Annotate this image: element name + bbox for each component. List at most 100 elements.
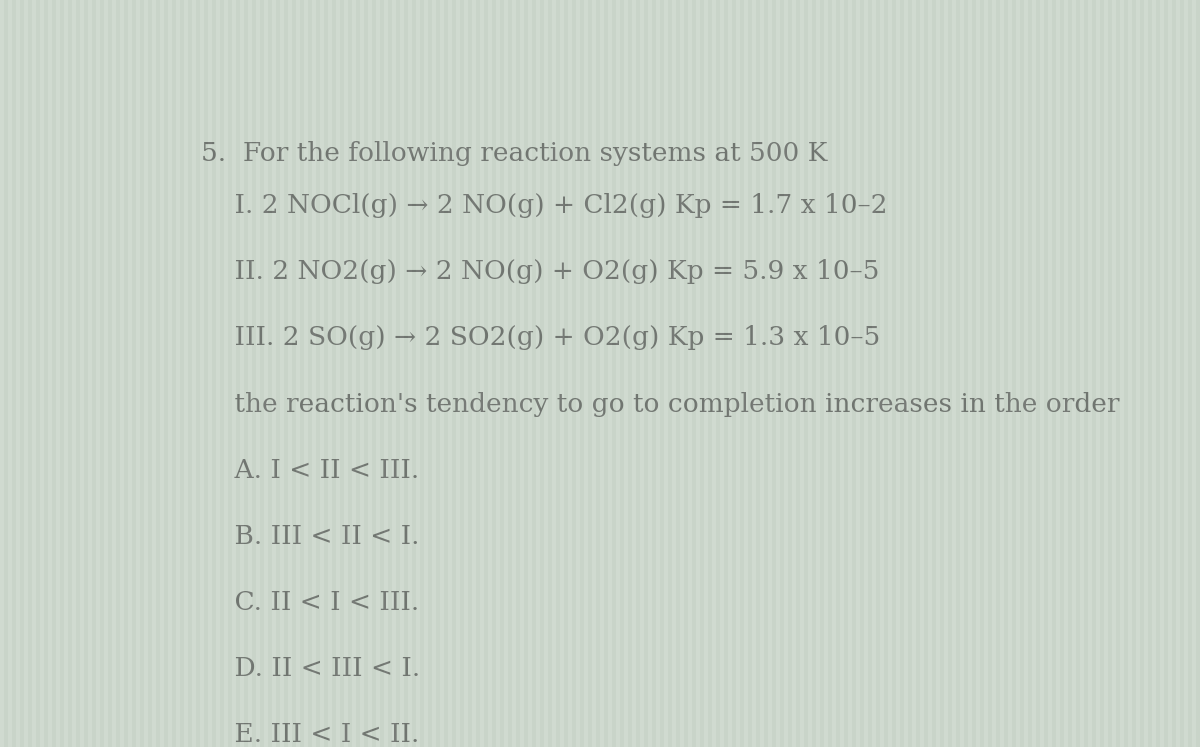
Bar xyxy=(1060,0,1064,747)
Bar xyxy=(588,0,592,747)
Bar xyxy=(756,0,760,747)
Bar xyxy=(996,0,1000,747)
Bar xyxy=(432,0,436,747)
Bar xyxy=(252,0,256,747)
Bar xyxy=(1016,0,1020,747)
Bar xyxy=(568,0,572,747)
Bar xyxy=(492,0,496,747)
Bar xyxy=(904,0,908,747)
Bar xyxy=(884,0,888,747)
Bar xyxy=(0,0,4,747)
Bar xyxy=(40,0,44,747)
Bar xyxy=(724,0,728,747)
Bar xyxy=(552,0,556,747)
Bar xyxy=(824,0,828,747)
Bar xyxy=(692,0,696,747)
Bar xyxy=(1064,0,1068,747)
Bar xyxy=(628,0,632,747)
Bar xyxy=(952,0,956,747)
Bar xyxy=(668,0,672,747)
Bar xyxy=(1008,0,1012,747)
Bar xyxy=(880,0,884,747)
Bar xyxy=(372,0,376,747)
Bar xyxy=(776,0,780,747)
Bar xyxy=(516,0,520,747)
Bar xyxy=(736,0,740,747)
Bar xyxy=(200,0,204,747)
Bar xyxy=(328,0,332,747)
Bar xyxy=(1040,0,1044,747)
Bar xyxy=(556,0,560,747)
Bar xyxy=(364,0,368,747)
Bar xyxy=(528,0,532,747)
Text: II. 2 NO2(g) → 2 NO(g) + O2(g) Kp = 5.9 x 10–5: II. 2 NO2(g) → 2 NO(g) + O2(g) Kp = 5.9 … xyxy=(202,259,880,285)
Bar xyxy=(484,0,488,747)
Bar xyxy=(636,0,640,747)
Bar xyxy=(664,0,668,747)
Bar xyxy=(592,0,596,747)
Bar xyxy=(108,0,112,747)
Bar xyxy=(936,0,940,747)
Bar xyxy=(124,0,128,747)
Bar xyxy=(984,0,988,747)
Bar xyxy=(872,0,876,747)
Text: A. I < II < III.: A. I < II < III. xyxy=(202,458,420,483)
Bar xyxy=(660,0,664,747)
Bar xyxy=(744,0,748,747)
Bar xyxy=(604,0,608,747)
Bar xyxy=(184,0,188,747)
Bar xyxy=(180,0,184,747)
Bar xyxy=(408,0,412,747)
Bar xyxy=(68,0,72,747)
Bar xyxy=(20,0,24,747)
Bar xyxy=(1116,0,1120,747)
Bar xyxy=(456,0,460,747)
Bar xyxy=(324,0,328,747)
Bar xyxy=(488,0,492,747)
Bar xyxy=(268,0,272,747)
Bar xyxy=(136,0,140,747)
Bar xyxy=(160,0,164,747)
Bar xyxy=(448,0,452,747)
Bar xyxy=(480,0,484,747)
Bar xyxy=(308,0,312,747)
Bar xyxy=(244,0,248,747)
Bar xyxy=(876,0,880,747)
Bar xyxy=(1028,0,1032,747)
Bar xyxy=(980,0,984,747)
Bar xyxy=(216,0,220,747)
Bar xyxy=(376,0,380,747)
Bar xyxy=(28,0,32,747)
Bar xyxy=(56,0,60,747)
Bar xyxy=(312,0,316,747)
Bar xyxy=(712,0,716,747)
Bar xyxy=(1176,0,1180,747)
Bar xyxy=(676,0,680,747)
Bar xyxy=(436,0,440,747)
Bar xyxy=(1156,0,1160,747)
Bar xyxy=(1020,0,1024,747)
Bar xyxy=(976,0,980,747)
Bar xyxy=(500,0,504,747)
Bar xyxy=(416,0,420,747)
Bar xyxy=(772,0,776,747)
Bar xyxy=(1184,0,1188,747)
Bar xyxy=(580,0,584,747)
Bar xyxy=(1032,0,1036,747)
Bar xyxy=(320,0,324,747)
Bar xyxy=(992,0,996,747)
Bar xyxy=(340,0,344,747)
Bar xyxy=(72,0,76,747)
Bar xyxy=(148,0,152,747)
Bar xyxy=(100,0,104,747)
Text: E. III < I < II.: E. III < I < II. xyxy=(202,722,420,747)
Bar xyxy=(396,0,400,747)
Bar xyxy=(1052,0,1056,747)
Bar xyxy=(1128,0,1132,747)
Bar xyxy=(24,0,28,747)
Bar xyxy=(164,0,168,747)
Bar xyxy=(520,0,524,747)
Bar xyxy=(284,0,288,747)
Bar xyxy=(768,0,772,747)
Bar xyxy=(524,0,528,747)
